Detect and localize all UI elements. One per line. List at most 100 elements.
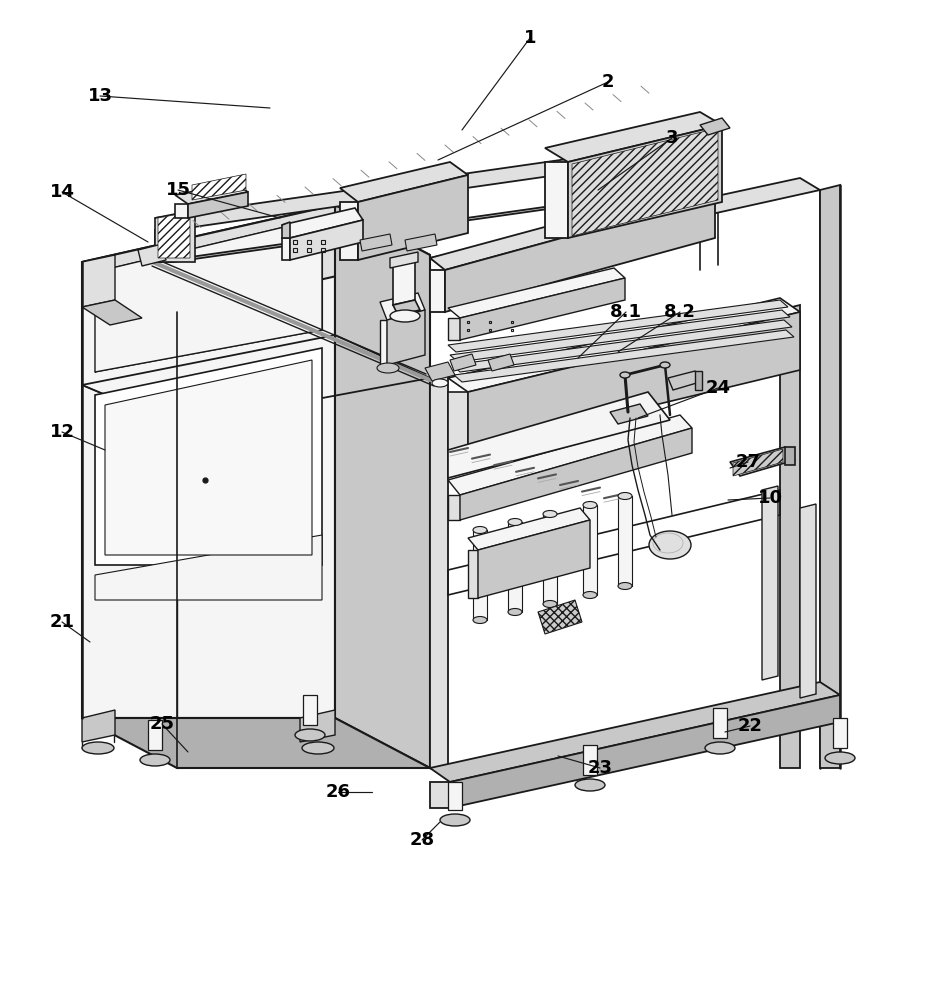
Polygon shape	[572, 128, 718, 236]
Text: 12: 12	[50, 423, 75, 441]
Polygon shape	[454, 330, 794, 382]
Polygon shape	[82, 255, 115, 307]
Polygon shape	[448, 392, 670, 478]
Polygon shape	[95, 348, 322, 565]
Ellipse shape	[543, 600, 557, 607]
Polygon shape	[405, 234, 437, 251]
Polygon shape	[360, 234, 392, 251]
Text: 10: 10	[758, 489, 783, 507]
Text: 13: 13	[88, 87, 113, 105]
Polygon shape	[335, 205, 430, 768]
Polygon shape	[393, 300, 420, 315]
Ellipse shape	[302, 742, 334, 754]
Polygon shape	[175, 183, 248, 204]
Text: 15: 15	[166, 181, 191, 199]
Text: 23: 23	[587, 759, 612, 777]
Polygon shape	[468, 550, 478, 598]
Polygon shape	[460, 428, 692, 520]
Ellipse shape	[295, 729, 325, 741]
Polygon shape	[430, 782, 450, 808]
Polygon shape	[450, 695, 840, 808]
Text: 24: 24	[706, 379, 731, 397]
Polygon shape	[448, 392, 468, 450]
Text: 21: 21	[50, 613, 75, 631]
Polygon shape	[82, 710, 115, 742]
Text: 8.2: 8.2	[664, 303, 696, 321]
Polygon shape	[192, 174, 246, 200]
Text: 27: 27	[735, 453, 760, 471]
Polygon shape	[282, 238, 290, 260]
Polygon shape	[340, 202, 358, 260]
Polygon shape	[610, 404, 648, 424]
Polygon shape	[430, 373, 448, 768]
Ellipse shape	[473, 616, 487, 624]
Ellipse shape	[140, 754, 170, 766]
Polygon shape	[430, 185, 715, 270]
Text: 22: 22	[737, 717, 762, 735]
Polygon shape	[618, 496, 632, 586]
Polygon shape	[425, 362, 455, 381]
Polygon shape	[82, 300, 142, 325]
Polygon shape	[450, 310, 790, 362]
Polygon shape	[700, 118, 730, 135]
Polygon shape	[488, 354, 514, 371]
Polygon shape	[387, 310, 425, 365]
Ellipse shape	[618, 492, 632, 499]
Polygon shape	[762, 486, 778, 680]
Polygon shape	[148, 720, 162, 750]
Polygon shape	[138, 244, 166, 266]
Polygon shape	[155, 185, 718, 262]
Ellipse shape	[432, 379, 448, 387]
Ellipse shape	[575, 779, 605, 791]
Polygon shape	[430, 178, 820, 272]
Polygon shape	[820, 185, 840, 768]
Polygon shape	[780, 305, 800, 768]
Polygon shape	[668, 371, 700, 390]
Polygon shape	[583, 745, 597, 775]
Polygon shape	[155, 140, 718, 230]
Polygon shape	[448, 782, 462, 810]
Ellipse shape	[649, 531, 691, 559]
Polygon shape	[340, 162, 468, 202]
Ellipse shape	[82, 742, 114, 754]
Text: 1: 1	[524, 29, 536, 47]
Polygon shape	[452, 320, 792, 372]
Polygon shape	[82, 718, 430, 768]
Polygon shape	[300, 710, 335, 742]
Polygon shape	[393, 255, 415, 305]
Polygon shape	[568, 125, 722, 238]
Polygon shape	[282, 208, 363, 238]
Polygon shape	[695, 371, 702, 390]
Polygon shape	[188, 192, 248, 218]
Polygon shape	[155, 210, 195, 262]
Polygon shape	[358, 175, 468, 260]
Polygon shape	[508, 522, 522, 612]
Ellipse shape	[618, 582, 632, 589]
Ellipse shape	[390, 310, 420, 322]
Text: 8.1: 8.1	[610, 303, 642, 321]
Text: 28: 28	[410, 831, 435, 849]
Polygon shape	[833, 718, 847, 748]
Ellipse shape	[660, 362, 670, 368]
Polygon shape	[290, 220, 363, 260]
Polygon shape	[95, 535, 322, 600]
Polygon shape	[450, 354, 476, 371]
Polygon shape	[82, 205, 430, 312]
Ellipse shape	[440, 814, 470, 826]
Polygon shape	[82, 205, 335, 718]
Polygon shape	[733, 449, 783, 476]
Ellipse shape	[583, 591, 597, 598]
Polygon shape	[448, 318, 460, 340]
Polygon shape	[380, 320, 387, 365]
Text: 3: 3	[666, 129, 678, 147]
Polygon shape	[448, 268, 625, 318]
Ellipse shape	[377, 363, 399, 373]
Polygon shape	[730, 447, 795, 476]
Polygon shape	[583, 505, 597, 595]
Polygon shape	[478, 520, 590, 598]
Ellipse shape	[620, 372, 630, 378]
Polygon shape	[390, 252, 418, 268]
Polygon shape	[448, 300, 788, 352]
Polygon shape	[473, 530, 487, 620]
Polygon shape	[700, 140, 718, 152]
